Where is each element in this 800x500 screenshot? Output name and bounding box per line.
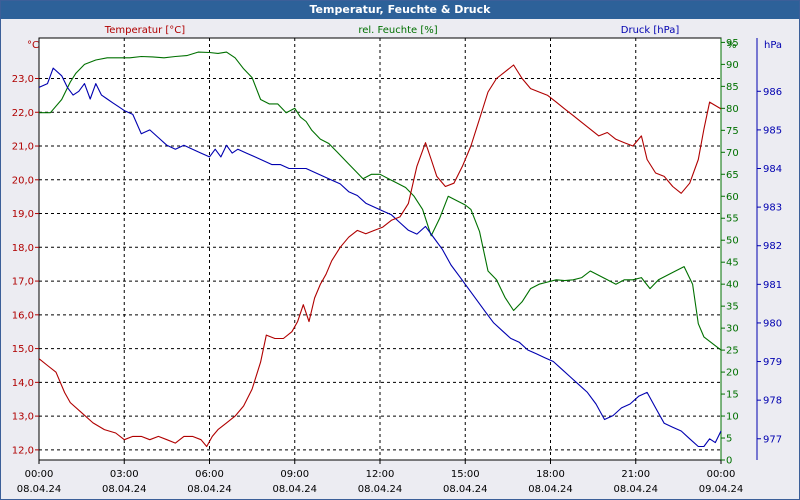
- humidity-tick-label: 90: [726, 60, 739, 71]
- pressure-unit-label: hPa: [764, 40, 782, 51]
- temperature-tick-label: 18,0: [12, 243, 34, 254]
- temperature-tick-label: 16,0: [12, 310, 34, 321]
- pressure-series-line: [38, 67, 722, 448]
- temperature-tick-label: 13,0: [12, 412, 34, 423]
- x-tick-time-label: 00:00: [25, 469, 54, 480]
- pressure-tick-label: 978: [763, 396, 782, 407]
- x-tick-date-label: 08.04.24: [17, 484, 62, 495]
- humidity-series-line: [39, 51, 722, 351]
- x-tick-date-label: 09.04.24: [699, 484, 744, 495]
- temperature-series-line: [38, 64, 722, 448]
- humidity-tick-label: 0: [726, 456, 732, 467]
- temperature-tick-label: 19,0: [12, 209, 34, 220]
- x-tick-date-label: 08.04.24: [358, 484, 403, 495]
- pressure-tick-label: 984: [763, 164, 782, 175]
- temperature-tick-label: 22,0: [12, 108, 34, 119]
- humidity-series-label: rel. Feuchte [%]: [358, 25, 437, 36]
- temperature-tick-label: 12,0: [12, 445, 34, 456]
- x-tick-time-label: 09:00: [280, 469, 309, 480]
- humidity-tick-label: 5: [726, 434, 732, 445]
- temperature-tick-label: 20,0: [12, 175, 34, 186]
- series-lines: [38, 51, 722, 448]
- humidity-tick-label: 80: [726, 104, 739, 115]
- temperature-tick-label: 14,0: [12, 378, 34, 389]
- window-title: Temperatur, Feuchte & Druck: [1, 1, 799, 19]
- humidity-tick-label: 50: [726, 236, 739, 247]
- temperature-tick-label: 15,0: [12, 344, 34, 355]
- pressure-tick-label: 985: [763, 125, 782, 136]
- grid-lines: [39, 38, 721, 460]
- x-tick-date-label: 08.04.24: [443, 484, 488, 495]
- humidity-tick-label: 40: [726, 280, 739, 291]
- humidity-unit-label: %: [727, 40, 737, 51]
- axis-ticks: 00:00 08.04.24 03:00 08.04.24 06:00 08.04.24 0…: [12, 38, 782, 495]
- x-tick-date-label: 08.04.24: [102, 484, 147, 495]
- humidity-tick-label: 75: [726, 126, 739, 137]
- humidity-tick-label: 20: [726, 368, 739, 379]
- x-tick-date-label: 08.04.24: [613, 484, 658, 495]
- humidity-tick-label: 55: [726, 214, 739, 225]
- pressure-series-label: Druck [hPa]: [621, 25, 680, 36]
- humidity-tick-label: 10: [726, 412, 739, 423]
- humidity-tick-label: 70: [726, 148, 739, 159]
- x-tick-time-label: 12:00: [366, 469, 395, 480]
- humidity-tick-label: 35: [726, 302, 739, 313]
- humidity-tick-label: 15: [726, 390, 739, 401]
- pressure-tick-label: 980: [763, 318, 782, 329]
- x-tick-time-label: 18:00: [536, 469, 565, 480]
- temperature-tick-label: 23,0: [12, 74, 34, 85]
- x-tick-time-label: 00:00: [707, 469, 736, 480]
- humidity-tick-label: 25: [726, 346, 739, 357]
- humidity-tick-label: 60: [726, 192, 739, 203]
- x-tick-time-label: 15:00: [451, 469, 480, 480]
- humidity-tick-label: 30: [726, 324, 739, 335]
- pressure-tick-label: 983: [763, 203, 782, 214]
- x-tick-date-label: 08.04.24: [272, 484, 317, 495]
- x-tick-time-label: 06:00: [195, 469, 224, 480]
- temperature-series-label: Temperatur [°C]: [104, 25, 185, 36]
- humidity-tick-label: 65: [726, 170, 739, 181]
- x-tick-time-label: 21:00: [621, 469, 650, 480]
- temperature-tick-label: 17,0: [12, 277, 34, 288]
- x-tick-time-label: 03:00: [110, 469, 139, 480]
- humidity-tick-label: 45: [726, 258, 739, 269]
- pressure-tick-label: 982: [763, 241, 782, 252]
- temperature-unit-label: °C: [27, 40, 39, 51]
- humidity-tick-label: 85: [726, 82, 739, 93]
- pressure-tick-label: 986: [763, 87, 782, 98]
- pressure-tick-label: 977: [763, 434, 782, 445]
- humidity-tick-label: 95: [726, 38, 739, 49]
- pressure-tick-label: 981: [763, 280, 782, 291]
- temperature-tick-label: 21,0: [12, 142, 34, 153]
- pressure-tick-label: 979: [763, 357, 782, 368]
- x-tick-date-label: 08.04.24: [187, 484, 232, 495]
- x-tick-date-label: 08.04.24: [528, 484, 573, 495]
